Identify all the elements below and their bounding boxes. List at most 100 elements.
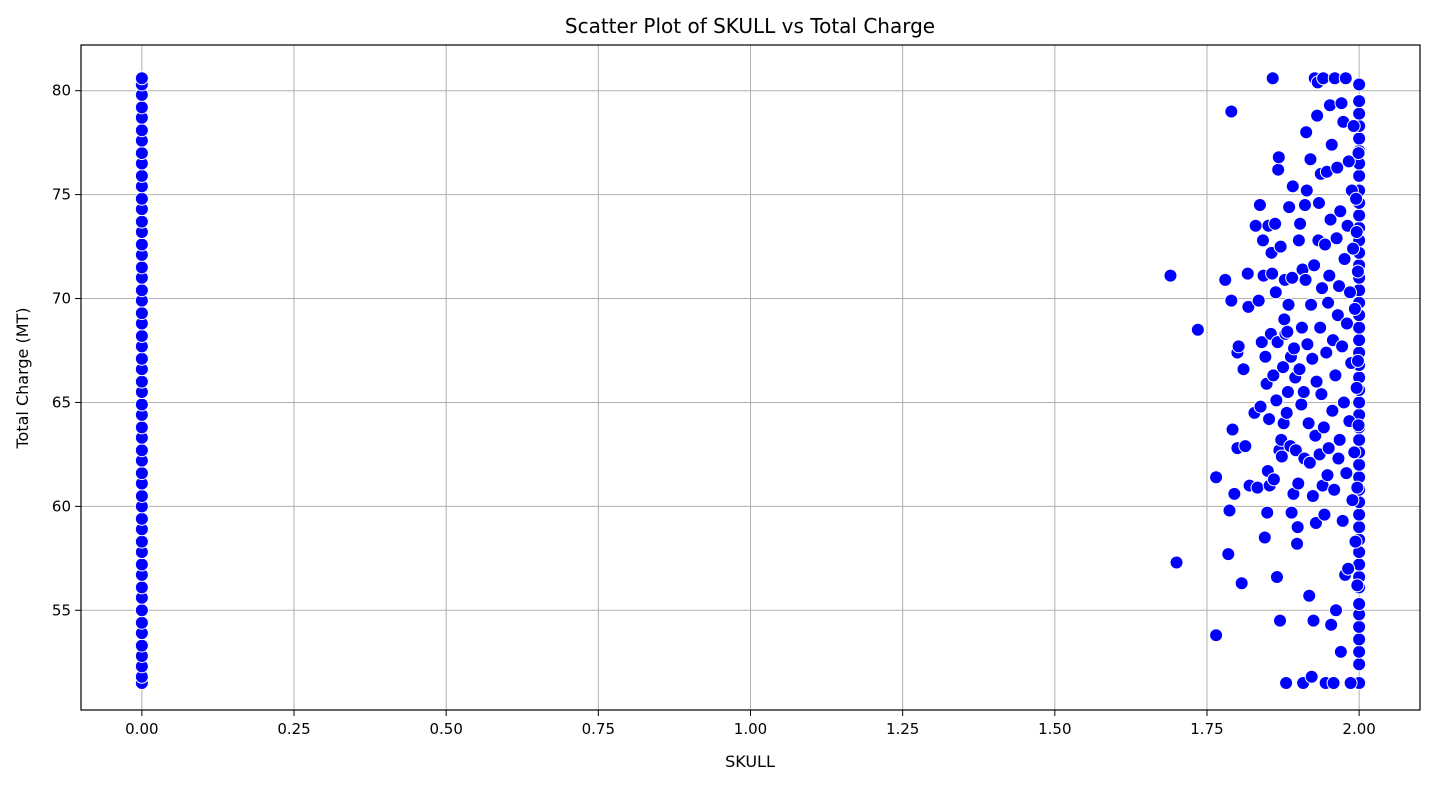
scatter-point (1287, 341, 1302, 356)
scatter-point (1333, 644, 1348, 659)
x-tick-label: 1.75 (1190, 720, 1223, 738)
scatter-point (1318, 237, 1333, 252)
scatter-point (1308, 428, 1323, 443)
scatter-point (1343, 285, 1358, 300)
scatter-point (1291, 476, 1306, 491)
x-tick-label: 0.75 (582, 720, 615, 738)
scatter-point (134, 100, 149, 115)
scatter-point (134, 488, 149, 503)
scatter-point (1335, 339, 1350, 354)
scatter-point (1338, 71, 1353, 86)
scatter-point (134, 71, 149, 86)
scatter-point (134, 557, 149, 572)
scatter-point (1227, 486, 1242, 501)
scatter-point (1339, 316, 1354, 331)
y-tick-label: 70 (52, 290, 71, 308)
x-tick-label: 0.00 (125, 720, 158, 738)
scatter-point (1279, 405, 1294, 420)
scatter-point (1328, 368, 1343, 383)
scatter-point (1241, 299, 1256, 314)
scatter-point (1279, 675, 1294, 690)
scatter-point (134, 397, 149, 412)
scatter-point (1297, 198, 1312, 213)
scatter-point (134, 214, 149, 229)
scatter-point (1268, 216, 1283, 231)
scatter-point (1350, 578, 1365, 593)
scatter-point (1352, 395, 1367, 410)
scatter-point (1352, 320, 1367, 335)
scatter-point (1349, 380, 1364, 395)
scatter-point (1352, 333, 1367, 348)
scatter-point (1301, 416, 1316, 431)
scatter-point (134, 466, 149, 481)
scatter-point (134, 615, 149, 630)
scatter-point (1332, 279, 1347, 294)
scatter-point (1288, 443, 1303, 458)
scatter-point (1352, 632, 1367, 647)
scatter-point (134, 123, 149, 138)
scatter-point (1347, 445, 1362, 460)
scatter-point (1352, 208, 1367, 223)
scatter-point (1336, 395, 1351, 410)
scatter-point (1276, 360, 1291, 375)
scatter-point (1257, 530, 1272, 545)
scatter-point (1255, 233, 1270, 248)
scatter-point (1251, 293, 1266, 308)
scatter-point (1322, 268, 1337, 283)
scatter-point (1248, 218, 1263, 233)
y-tick-label: 60 (52, 497, 71, 515)
scatter-point (1258, 349, 1273, 364)
scatter-point (1352, 520, 1367, 535)
scatter-point (1314, 387, 1329, 402)
scatter-point (1352, 106, 1367, 121)
scatter-point (1329, 231, 1344, 246)
scatter-point (1351, 146, 1366, 161)
scatter-point (1317, 507, 1332, 522)
scatter-point (1326, 675, 1341, 690)
scatter-point (1349, 191, 1364, 206)
scatter-point (1346, 119, 1361, 134)
scatter-point (1290, 536, 1305, 551)
scatter-point (1282, 200, 1297, 215)
x-axis-label: SKULL (725, 752, 775, 771)
scatter-point (1209, 628, 1224, 643)
scatter-point (134, 638, 149, 653)
scatter-point (1269, 393, 1284, 408)
scatter-point (134, 237, 149, 252)
scatter-point (1299, 125, 1314, 140)
scatter-point (1302, 588, 1317, 603)
scatter-point (1169, 555, 1184, 570)
scatter-point (1236, 362, 1251, 377)
scatter-point (1352, 432, 1367, 447)
scatter-point (1343, 675, 1358, 690)
scatter-point (1280, 385, 1295, 400)
scatter-point (1352, 168, 1367, 183)
scatter-point (1240, 266, 1255, 281)
scatter-point (1294, 320, 1309, 335)
scatter-point (1268, 285, 1283, 300)
scatter-point (1315, 281, 1330, 296)
scatter-point (1260, 505, 1275, 520)
scatter-point (1347, 301, 1362, 316)
scatter-point (1231, 339, 1246, 354)
scatter-point (1291, 233, 1306, 248)
scatter-point (1294, 397, 1309, 412)
scatter-point (1350, 353, 1365, 368)
scatter-point (1321, 441, 1336, 456)
scatter-point (1234, 576, 1249, 591)
scatter-point (134, 146, 149, 161)
scatter-point (1352, 131, 1367, 146)
x-tick-label: 1.25 (886, 720, 919, 738)
x-tick-label: 2.00 (1342, 720, 1375, 738)
scatter-point (1334, 96, 1349, 111)
scatter-point (1330, 160, 1345, 175)
y-axis-ticks: 55 60 65 70 75 80 (52, 82, 81, 619)
scatter-point (1224, 104, 1239, 119)
scatter-point (1265, 266, 1280, 281)
y-tick-label: 65 (52, 393, 71, 411)
scatter-point (1271, 162, 1286, 177)
scatter-point (1350, 480, 1365, 495)
scatter-point (1298, 272, 1313, 287)
scatter-point (1346, 241, 1361, 256)
scatter-point (1252, 198, 1267, 213)
